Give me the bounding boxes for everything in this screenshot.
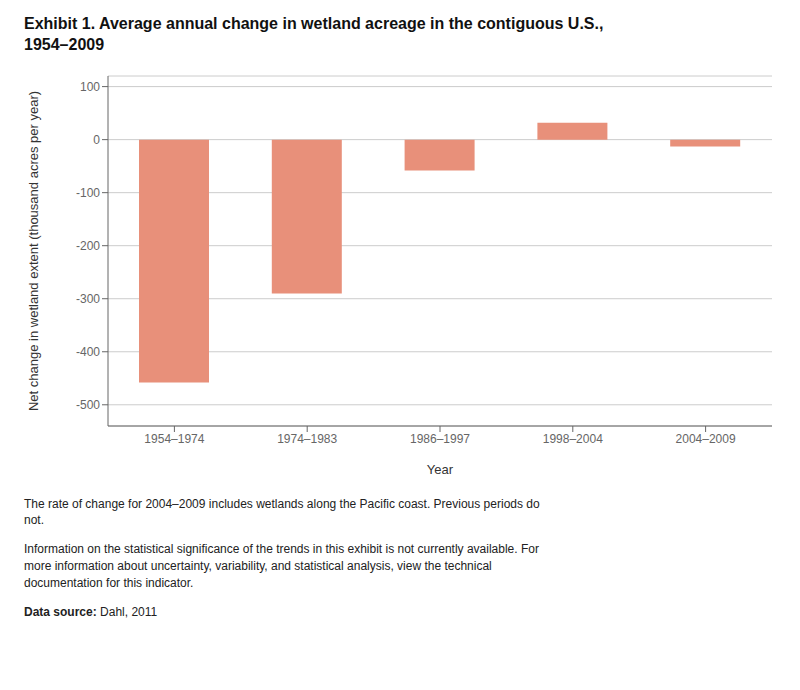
svg-text:-500: -500: [76, 398, 100, 412]
html-text:Exhibit 1. Average annual chan: Exhibit 1. Average annual change in wetl…: [24, 15, 604, 32]
svg-text:-200: -200: [76, 239, 100, 253]
html-text:The rate of change for 2004–20: The rate of change for 2004–2009 include…: [24, 496, 540, 528]
html-text:1954–2009: 1954–2009: [24, 35, 105, 53]
html-text:Data source: Dahl, 2011: Data source: Dahl, 2011: [24, 604, 158, 619]
svg-text:Year: Year: [427, 462, 454, 477]
svg-text:100: 100: [80, 79, 100, 93]
svg-text:-100: -100: [76, 186, 100, 200]
svg-text:-400: -400: [76, 345, 100, 359]
svg-text:-300: -300: [76, 292, 100, 306]
svg-text:2004–2009: 2004–2009: [676, 431, 736, 445]
svg-text:0: 0: [93, 132, 100, 146]
svg-text:1954–1974: 1954–1974: [144, 431, 204, 445]
svg-text:Net change in wetland extent (: Net change in wetland extent (thousand a…: [26, 91, 41, 411]
html-text:Information on the statistical: Information on the statistical significa…: [24, 542, 539, 590]
svg-text:1998–2004: 1998–2004: [543, 431, 603, 445]
svg-text:1986–1997: 1986–1997: [410, 431, 470, 445]
svg-text:1974–1983: 1974–1983: [277, 431, 337, 445]
